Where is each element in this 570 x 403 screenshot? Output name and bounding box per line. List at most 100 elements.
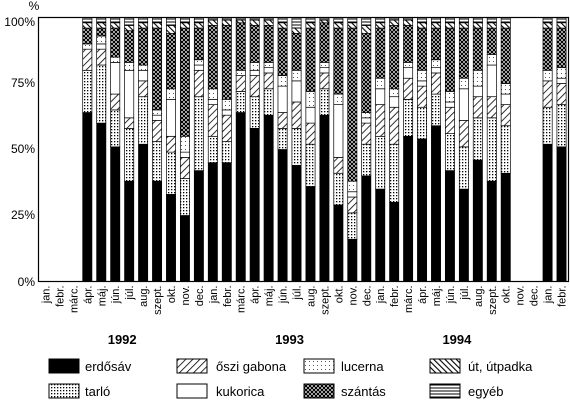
legend-swatch: [429, 358, 461, 374]
bar-segment: [207, 135, 218, 164]
bar-segment: [291, 128, 302, 166]
bar-segment: [361, 175, 372, 282]
bar-segment: [193, 17, 204, 24]
bar-segment: [333, 157, 344, 174]
bar-segment: [389, 143, 400, 203]
bar-segment: [235, 69, 246, 76]
x-tick-label: febr.: [557, 286, 569, 307]
bar-segment: [110, 93, 121, 111]
bar-segment: [124, 62, 135, 71]
bar-segment: [82, 22, 93, 29]
x-tick-label: júl.: [292, 286, 304, 301]
bar-segment: [277, 85, 288, 113]
bar-segment: [347, 196, 358, 214]
x-tick-label: nov.: [180, 286, 192, 306]
bar-segment: [486, 17, 497, 24]
bar-segment: [263, 88, 274, 116]
bar-segment: [486, 64, 497, 98]
bar-segment: [110, 62, 121, 95]
bar-segment: [179, 215, 190, 282]
bar-segment: [333, 22, 344, 29]
bar-segment: [110, 22, 121, 29]
bar-segment: [291, 69, 302, 82]
bar-segment: [556, 27, 567, 69]
bar-segment: [375, 77, 386, 90]
y-axis: 100% 75% 50% 25% 0%: [4, 15, 35, 289]
year-labels: 1992 1993 1994: [108, 332, 472, 347]
x-tick-label: aug.: [473, 286, 485, 307]
bar-segment: [207, 162, 218, 282]
bar-segment: [152, 109, 163, 116]
bar-segment: [361, 117, 372, 124]
bar-segment: [361, 112, 372, 119]
bar-segment: [124, 117, 135, 129]
bar-segment: [389, 88, 400, 98]
bar-segment: [361, 143, 372, 177]
bar-segment: [542, 106, 553, 145]
bar-segment: [444, 101, 455, 108]
bar-segment: [431, 59, 441, 69]
bar-segment: [486, 54, 497, 66]
bar-segment: [138, 143, 149, 282]
bar-segment: [375, 17, 386, 24]
bar-segment: [431, 125, 441, 282]
x-tick-label: aug.: [138, 286, 150, 307]
x-tick-label: jan.: [208, 286, 220, 305]
x-tick-label: ápr.: [417, 286, 429, 304]
bar-segment: [291, 27, 302, 34]
bar-segment: [221, 19, 232, 26]
x-tick-label: márc.: [68, 286, 80, 314]
bar-segment: [333, 172, 344, 206]
bar-segment: [403, 62, 414, 69]
bar-segment: [277, 17, 288, 24]
x-tick-label: júl.: [124, 286, 136, 301]
bar-segment: [249, 62, 260, 71]
bar-segment: [221, 162, 232, 282]
bar-segment: [556, 67, 567, 79]
bar-segment: [82, 27, 93, 45]
bar-segment: [486, 180, 497, 282]
bar-segment: [193, 96, 204, 171]
bar-segment: [207, 88, 218, 100]
bar-segment: [96, 22, 107, 29]
bar-segment: [166, 135, 176, 153]
bar-segment: [221, 98, 232, 111]
plot-frame: [37, 16, 570, 283]
bar-segment: [431, 17, 441, 24]
bar-segment: [333, 204, 344, 282]
bar-segment: [500, 104, 511, 127]
bar-segment: [96, 27, 107, 37]
bar-segment: [166, 194, 176, 282]
bar-segment: [500, 125, 511, 174]
x-tick-label: aug.: [305, 286, 317, 307]
x-tick-label: jan.: [375, 286, 387, 305]
bar-segment: [249, 75, 260, 98]
bar-segment: [361, 17, 372, 26]
bar-segment: [207, 98, 218, 105]
bar-segment: [319, 114, 330, 282]
bar-segment: [235, 22, 246, 71]
x-tick-label: okt.: [166, 286, 178, 304]
bar-segment: [500, 22, 511, 29]
bar-segment: [389, 96, 400, 108]
bar-segment: [417, 80, 428, 87]
bar-segment: [417, 106, 428, 140]
bar-segment: [319, 62, 330, 69]
x-tick-label: nov.: [347, 286, 359, 306]
year-label: 1992: [108, 332, 137, 347]
bar-segment: [235, 75, 246, 92]
bar-segment: [235, 112, 246, 282]
bar-segment: [138, 64, 149, 71]
bar-segment: [500, 93, 511, 105]
bar-segment: [263, 114, 274, 282]
x-tick-label: jan.: [543, 286, 555, 305]
bar-segment: [444, 27, 455, 92]
bar-segment: [444, 17, 455, 24]
bar-segment: [179, 27, 190, 137]
bar-segment: [138, 17, 149, 24]
bar-segment: [277, 112, 288, 129]
bar-segment: [403, 135, 414, 282]
bar-segment: [138, 69, 149, 82]
bar-segment: [431, 27, 441, 61]
